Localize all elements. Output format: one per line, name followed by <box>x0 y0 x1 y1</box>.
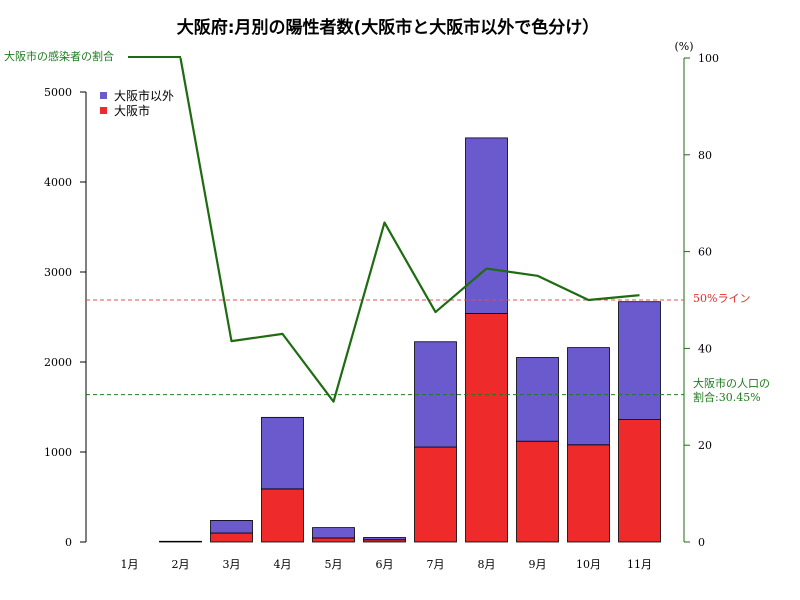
bar-outside-osaka-city <box>567 347 610 446</box>
legend: 大阪市以外 大阪市 <box>100 88 174 118</box>
x-tick-label: 6月 <box>376 558 394 571</box>
bar-osaka-city <box>567 444 610 543</box>
right-axis: 0 20 40 60 80 100 <box>683 52 719 549</box>
right-axis-tick-label: 0 <box>698 536 705 549</box>
bar-osaka-city <box>618 419 661 543</box>
bar-osaka-city <box>465 312 508 543</box>
x-tick-label: 5月 <box>325 558 343 571</box>
left-axis-tick-label: 2000 <box>44 356 72 369</box>
bar-outside-osaka-city <box>261 416 304 490</box>
bar-osaka-city <box>210 532 253 543</box>
x-tick-label: 1月 <box>121 558 139 571</box>
right-axis-unit-label: (%) <box>674 40 693 53</box>
bar-outside-osaka-city <box>363 537 406 541</box>
chart-title: 大阪府:月別の陽性者数(大阪市と大阪市以外で色分け） <box>177 17 600 38</box>
right-axis-tick-label: 100 <box>698 52 719 65</box>
bar-osaka-city <box>261 488 304 543</box>
x-tick-label: 11月 <box>627 558 652 571</box>
left-axis-tick-label: 1000 <box>44 446 72 459</box>
left-axis-tick-label: 5000 <box>44 86 72 99</box>
legend-label-osaka-city: 大阪市 <box>114 103 150 118</box>
x-tick-label: 2月 <box>172 558 190 571</box>
bar-outside-osaka-city <box>210 520 253 534</box>
x-tick-label: 9月 <box>529 558 547 571</box>
x-tick-label: 8月 <box>478 558 496 571</box>
bar-osaka-city <box>516 440 559 543</box>
left-axis: 0 1000 2000 3000 4000 5000 <box>44 86 87 549</box>
x-tick-labels: 1月 2月 3月 4月 5月 6月 7月 8月 9月 10月 11月 <box>121 558 653 571</box>
right-axis-tick-label: 40 <box>698 342 712 355</box>
bar-osaka-city <box>414 446 457 543</box>
legend-swatch-osaka-city <box>100 107 107 114</box>
ratio-line-layer <box>179 57 640 403</box>
legend-swatch-outside-osaka-city <box>100 92 107 99</box>
ratio-series-line <box>179 57 640 403</box>
bar-osaka-city <box>312 537 355 543</box>
left-axis-tick-label: 3000 <box>44 266 72 279</box>
left-axis-tick-label: 4000 <box>44 176 72 189</box>
legend-label-outside-osaka-city: 大阪市以外 <box>114 88 174 103</box>
fifty-percent-line-label: 50%ライン <box>693 292 750 305</box>
population-ratio-label-line1: 大阪市の人口の <box>693 376 770 390</box>
reference-lines <box>86 299 684 396</box>
left-axis-tick-label: 0 <box>65 536 72 549</box>
bar-outside-osaka-city <box>414 341 457 448</box>
x-tick-label: 3月 <box>223 558 241 571</box>
x-tick-label: 7月 <box>427 558 445 571</box>
population-ratio-label-line2: 割合:30.45% <box>693 390 761 404</box>
bar-outside-osaka-city <box>465 137 508 314</box>
right-axis-tick-label: 80 <box>698 149 712 162</box>
bar-outside-osaka-city <box>312 527 355 539</box>
x-tick-label: 4月 <box>274 558 292 571</box>
bars-layer <box>159 137 661 543</box>
bar-outside-osaka-city <box>516 357 559 442</box>
right-axis-tick-label: 20 <box>698 439 712 452</box>
x-tick-label: 10月 <box>576 558 601 571</box>
right-axis-tick-label: 60 <box>698 246 712 259</box>
ratio-series-label: 大阪市の感染者の割合 <box>4 49 181 63</box>
ratio-series-label-text: 大阪市の感染者の割合 <box>4 49 114 63</box>
bar-outside-osaka-city <box>618 301 661 421</box>
